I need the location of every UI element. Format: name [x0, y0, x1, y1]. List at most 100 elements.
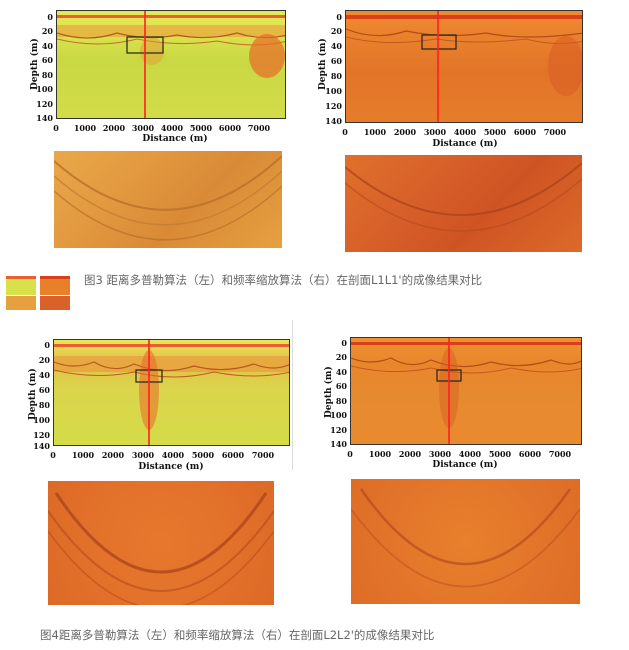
ytick: 140 — [33, 441, 50, 451]
fig4-left-radargram-svg — [54, 340, 289, 445]
xtick: 2000 — [101, 450, 125, 460]
ytick: 120 — [36, 99, 53, 109]
reflector-arc — [345, 162, 582, 216]
reflector-line — [346, 28, 582, 38]
xtick: 4000 — [160, 123, 184, 133]
ytick: 40 — [335, 367, 347, 377]
reflector-line — [54, 361, 289, 372]
reflector-line — [57, 32, 285, 39]
xtick: 0 — [53, 123, 59, 133]
ytick: 60 — [330, 56, 342, 66]
fig4-left-zoom-svg — [48, 492, 274, 605]
surface-reflection — [351, 342, 581, 345]
hyperbola-arc — [48, 530, 274, 605]
ytick: 20 — [38, 355, 50, 365]
reflector-arc — [54, 155, 282, 211]
xtick: 7000 — [251, 450, 275, 460]
anomaly-zone — [140, 37, 164, 65]
reflector-line — [346, 36, 582, 45]
hyperbola-arc — [54, 492, 268, 574]
fig4-right-zoom-svg — [351, 488, 580, 588]
ytick: 20 — [330, 26, 342, 36]
hyperbola-arc — [48, 510, 274, 592]
xtick: 5000 — [483, 127, 507, 137]
ytick: 140 — [36, 113, 53, 123]
near-surface-layer — [57, 25, 285, 37]
fig4-left-xlabel: Distance (m) — [138, 462, 204, 472]
thumb-tile — [40, 296, 70, 310]
ytick: 80 — [38, 400, 50, 410]
ytick: 0 — [44, 340, 50, 350]
xtick: 3000 — [428, 449, 452, 459]
ytick: 80 — [41, 70, 53, 80]
xtick: 2000 — [393, 127, 417, 137]
xtick: 5000 — [191, 450, 215, 460]
anomaly-zone — [249, 34, 285, 78]
fig3-left-zoom-svg — [54, 155, 282, 241]
ytick: 120 — [330, 425, 347, 435]
ytick: 120 — [325, 101, 342, 111]
surface-reflection — [346, 15, 582, 19]
ytick: 0 — [336, 12, 342, 22]
fig3-left-radargram-svg — [57, 11, 285, 118]
reflector-line — [351, 357, 581, 368]
xtick: 1000 — [368, 449, 392, 459]
xtick: 4000 — [161, 450, 185, 460]
fig4-right-xlabel: Distance (m) — [432, 460, 498, 470]
ytick: 20 — [41, 26, 53, 36]
thumb-tile — [6, 276, 36, 295]
fig3-right-radargram — [345, 10, 583, 123]
ytick: 60 — [38, 385, 50, 395]
reflector-line — [54, 369, 289, 378]
xtick: 3000 — [423, 127, 447, 137]
fig4-left-radargram — [53, 339, 290, 446]
ytick: 80 — [330, 71, 342, 81]
xtick: 6000 — [221, 450, 245, 460]
xtick: 6000 — [513, 127, 537, 137]
reflector-line — [351, 365, 581, 374]
xtick: 1000 — [363, 127, 387, 137]
fig3-left-zoom-patch — [54, 151, 282, 248]
fig3-right-zoom-patch — [345, 155, 582, 252]
fig3-right-xlabel: Distance (m) — [432, 139, 498, 149]
ytick: 60 — [41, 55, 53, 65]
ytick: 60 — [335, 381, 347, 391]
ytick: 40 — [38, 370, 50, 380]
zoom-box — [421, 34, 457, 50]
reflector-arc — [54, 170, 282, 226]
xtick: 6000 — [218, 123, 242, 133]
xtick: 7000 — [543, 127, 567, 137]
fig3-left-radargram — [56, 10, 286, 119]
reflector-line — [57, 38, 285, 46]
xtick: 6000 — [518, 449, 542, 459]
thumb-tile — [40, 276, 70, 295]
ytick: 100 — [325, 86, 342, 96]
fig4-right-radargram — [350, 337, 582, 445]
ytick: 80 — [335, 396, 347, 406]
ytick: 0 — [341, 338, 347, 348]
xtick: 0 — [342, 127, 348, 137]
xtick: 0 — [347, 449, 353, 459]
reflector-arc — [54, 185, 282, 241]
xtick: 1000 — [73, 123, 97, 133]
xtick: 5000 — [189, 123, 213, 133]
surface-reflection — [54, 344, 289, 347]
anomaly-zone — [548, 36, 582, 96]
ytick: 100 — [330, 410, 347, 420]
reflector-arc — [345, 178, 582, 232]
ytick: 100 — [36, 84, 53, 94]
ytick: 0 — [47, 12, 53, 22]
fig3-right-zoom-svg — [345, 162, 582, 232]
xtick: 5000 — [488, 449, 512, 459]
surface-reflection — [57, 15, 285, 18]
ytick: 140 — [330, 439, 347, 449]
xtick: 3000 — [131, 123, 155, 133]
hyperbola-arc — [359, 488, 572, 566]
xtick: 3000 — [131, 450, 155, 460]
fig3-right-radargram-svg — [346, 11, 582, 122]
vertical-divider — [292, 320, 293, 470]
thumb-tile — [6, 296, 36, 310]
fig4-right-radargram-svg — [351, 338, 581, 444]
xtick: 7000 — [548, 449, 572, 459]
ytick: 20 — [335, 352, 347, 362]
